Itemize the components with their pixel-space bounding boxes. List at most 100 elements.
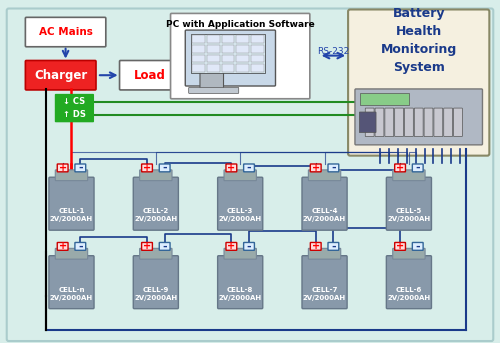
FancyBboxPatch shape bbox=[375, 108, 384, 137]
Text: +: + bbox=[58, 241, 66, 251]
FancyBboxPatch shape bbox=[412, 164, 423, 172]
FancyBboxPatch shape bbox=[394, 164, 406, 172]
FancyBboxPatch shape bbox=[414, 108, 423, 137]
FancyBboxPatch shape bbox=[26, 60, 96, 90]
FancyBboxPatch shape bbox=[251, 45, 264, 53]
FancyBboxPatch shape bbox=[236, 55, 249, 62]
FancyBboxPatch shape bbox=[404, 108, 413, 137]
FancyBboxPatch shape bbox=[56, 248, 88, 259]
Text: Charger: Charger bbox=[34, 69, 88, 82]
FancyBboxPatch shape bbox=[308, 248, 340, 259]
FancyBboxPatch shape bbox=[360, 112, 376, 133]
Text: RS-232: RS-232 bbox=[318, 47, 350, 56]
FancyBboxPatch shape bbox=[424, 108, 433, 137]
FancyBboxPatch shape bbox=[360, 93, 409, 105]
FancyBboxPatch shape bbox=[302, 177, 347, 230]
FancyBboxPatch shape bbox=[207, 35, 220, 43]
FancyBboxPatch shape bbox=[49, 256, 94, 309]
FancyBboxPatch shape bbox=[308, 170, 340, 181]
FancyBboxPatch shape bbox=[134, 177, 178, 230]
Text: +: + bbox=[143, 241, 151, 251]
FancyBboxPatch shape bbox=[55, 108, 94, 122]
FancyBboxPatch shape bbox=[218, 177, 263, 230]
FancyBboxPatch shape bbox=[160, 164, 170, 172]
FancyBboxPatch shape bbox=[310, 243, 321, 250]
Text: CELL-4
2V/2000AH: CELL-4 2V/2000AH bbox=[303, 209, 346, 223]
FancyBboxPatch shape bbox=[188, 87, 238, 93]
FancyBboxPatch shape bbox=[142, 164, 152, 172]
FancyBboxPatch shape bbox=[58, 243, 68, 250]
Text: +: + bbox=[312, 241, 320, 251]
Text: -: - bbox=[78, 241, 82, 251]
FancyBboxPatch shape bbox=[226, 243, 237, 250]
FancyBboxPatch shape bbox=[348, 10, 490, 156]
FancyBboxPatch shape bbox=[392, 170, 425, 181]
FancyBboxPatch shape bbox=[310, 164, 321, 172]
FancyBboxPatch shape bbox=[58, 164, 68, 172]
FancyBboxPatch shape bbox=[444, 108, 452, 137]
Text: PC with Application Software: PC with Application Software bbox=[166, 20, 314, 29]
Text: CELL-6
2V/2000AH: CELL-6 2V/2000AH bbox=[388, 287, 430, 301]
FancyBboxPatch shape bbox=[328, 164, 339, 172]
FancyBboxPatch shape bbox=[236, 64, 249, 72]
FancyBboxPatch shape bbox=[75, 243, 86, 250]
Text: -: - bbox=[162, 241, 167, 251]
Text: -: - bbox=[246, 241, 252, 251]
FancyBboxPatch shape bbox=[226, 164, 237, 172]
FancyBboxPatch shape bbox=[186, 30, 276, 86]
FancyBboxPatch shape bbox=[222, 55, 234, 62]
FancyBboxPatch shape bbox=[222, 64, 234, 72]
Text: CELL-7
2V/2000AH: CELL-7 2V/2000AH bbox=[303, 287, 346, 301]
Text: +: + bbox=[396, 241, 404, 251]
Text: -: - bbox=[331, 241, 336, 251]
FancyBboxPatch shape bbox=[394, 108, 404, 137]
FancyBboxPatch shape bbox=[412, 243, 423, 250]
FancyBboxPatch shape bbox=[355, 89, 482, 145]
Text: -: - bbox=[78, 163, 82, 173]
FancyBboxPatch shape bbox=[26, 17, 106, 47]
FancyBboxPatch shape bbox=[218, 256, 263, 309]
FancyBboxPatch shape bbox=[236, 45, 249, 53]
FancyBboxPatch shape bbox=[386, 256, 432, 309]
FancyBboxPatch shape bbox=[192, 45, 205, 53]
Text: Load: Load bbox=[134, 69, 166, 82]
Text: Battery
Health
Monitoring
System: Battery Health Monitoring System bbox=[380, 8, 457, 74]
Text: -: - bbox=[162, 163, 167, 173]
FancyBboxPatch shape bbox=[207, 55, 220, 62]
Text: +: + bbox=[396, 163, 404, 173]
FancyBboxPatch shape bbox=[236, 35, 249, 43]
FancyBboxPatch shape bbox=[134, 256, 178, 309]
Text: +: + bbox=[143, 163, 151, 173]
FancyBboxPatch shape bbox=[251, 64, 264, 72]
FancyBboxPatch shape bbox=[302, 256, 347, 309]
Text: +: + bbox=[312, 163, 320, 173]
FancyBboxPatch shape bbox=[75, 164, 86, 172]
Text: CELL-8
2V/2000AH: CELL-8 2V/2000AH bbox=[218, 287, 262, 301]
FancyBboxPatch shape bbox=[224, 248, 256, 259]
FancyBboxPatch shape bbox=[224, 170, 256, 181]
FancyBboxPatch shape bbox=[392, 248, 425, 259]
FancyBboxPatch shape bbox=[207, 45, 220, 53]
FancyBboxPatch shape bbox=[170, 13, 310, 99]
Text: CELL-3
2V/2000AH: CELL-3 2V/2000AH bbox=[218, 209, 262, 223]
FancyBboxPatch shape bbox=[222, 45, 234, 53]
Text: +: + bbox=[58, 163, 66, 173]
FancyBboxPatch shape bbox=[386, 177, 432, 230]
Text: +: + bbox=[228, 241, 235, 251]
FancyBboxPatch shape bbox=[6, 9, 494, 341]
Text: CELL-n
2V/2000AH: CELL-n 2V/2000AH bbox=[50, 287, 93, 301]
FancyBboxPatch shape bbox=[207, 64, 220, 72]
Text: -: - bbox=[331, 163, 336, 173]
FancyBboxPatch shape bbox=[142, 243, 152, 250]
Text: ↑ DS: ↑ DS bbox=[63, 110, 86, 119]
FancyBboxPatch shape bbox=[140, 170, 172, 181]
Text: AC Mains: AC Mains bbox=[38, 27, 92, 37]
FancyBboxPatch shape bbox=[120, 60, 180, 90]
FancyBboxPatch shape bbox=[222, 35, 234, 43]
Text: -: - bbox=[246, 163, 252, 173]
FancyBboxPatch shape bbox=[244, 243, 254, 250]
FancyBboxPatch shape bbox=[454, 108, 462, 137]
Text: -: - bbox=[416, 241, 420, 251]
FancyBboxPatch shape bbox=[192, 35, 205, 43]
Text: ↓ CS: ↓ CS bbox=[64, 97, 86, 106]
